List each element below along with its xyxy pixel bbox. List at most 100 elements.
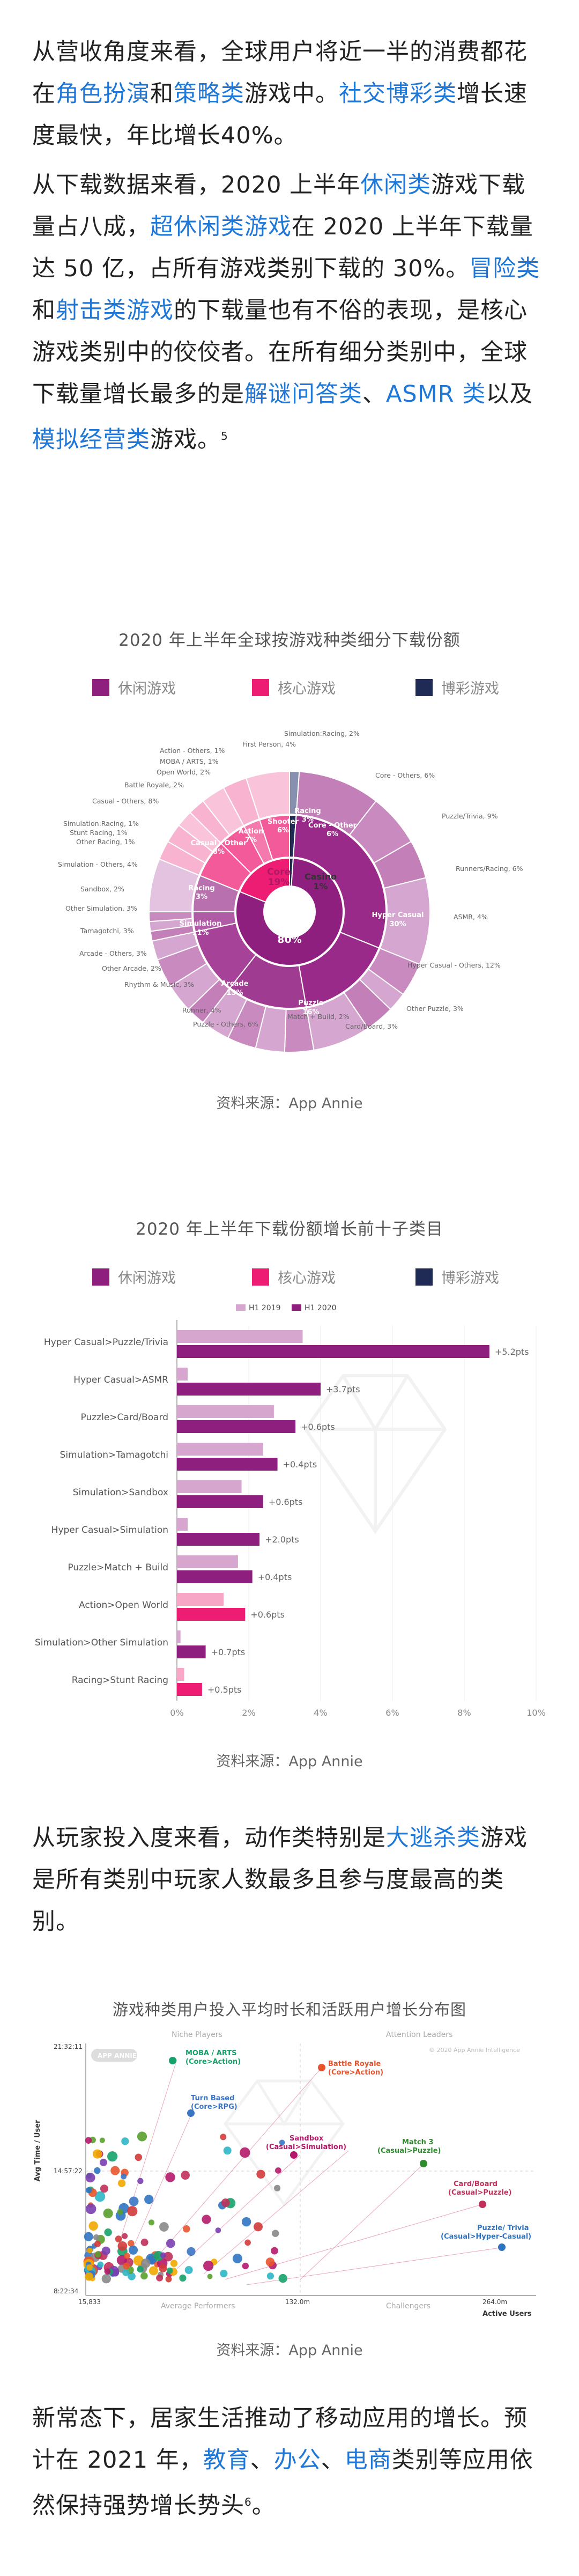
scatter-dot [184,2266,193,2274]
label-moba: MOBA / ARTS [185,2049,236,2057]
bar-marks: Hyper Casual>Puzzle/Trivia +5.2pts Hyper C… [35,1330,529,1696]
link-asmr[interactable]: ASMR 类 [386,381,486,408]
outer-label: ASMR, 4% [454,913,488,921]
growth-label: +0.6pts [301,1422,335,1432]
scatter-dots [83,2131,287,2284]
link-shooter[interactable]: 射击类游戏 [56,297,174,324]
center-casual-value: 80% [277,934,301,946]
growth-label: +0.5pts [207,1685,242,1695]
link-strategy[interactable]: 策略类 [174,80,244,107]
link-social-casino[interactable]: 社交博彩类 [339,80,457,107]
paragraph-text: 游戏下载量占八成， [32,172,526,240]
outer-label: Hyper Casual - Others, 12% [407,961,501,969]
quadrant-niche: Niche Players [172,2031,222,2039]
bar-h1-2019 [177,1518,188,1531]
link-office[interactable]: 办公 [273,2447,321,2474]
category-label: Simulation>Tamagotchi [60,1450,168,1460]
scatter-dot [137,2178,144,2184]
legend-swatch-core [252,678,269,696]
scatter-dot [183,2225,190,2233]
scatter-dot [140,2258,151,2268]
label-shooter-v: 6% [277,826,289,835]
link-simulation[interactable]: 模拟经营类 [32,426,150,453]
scatter-dot [144,2195,154,2204]
paragraph-text: 和 [150,80,174,107]
growth-label: +2.0pts [265,1534,299,1545]
scatter-dot [220,2134,227,2140]
scatter-dot [203,2261,214,2271]
bar-h1-2019 [177,1668,184,1681]
legend-item-casino: 博彩游戏 [415,677,499,698]
paragraph-text: 类别等应用依然保持强势增长势头 [32,2447,533,2519]
x-tick-label: 0% [170,1708,183,1718]
outer-label: Card/Board, 3% [345,1022,398,1030]
scatter-dot [159,2264,167,2272]
label-puzzle-trivia: Puzzle/ Trivia [477,2224,529,2232]
series-swatch-2020 [292,1304,301,1311]
link-battle-royale[interactable]: 大逃杀类 [386,1825,480,1851]
scatter-dot [202,2215,211,2224]
link-puzzle-trivia[interactable]: 解谜问答类 [244,381,362,408]
scatter-dot [223,2146,232,2155]
center-casino-value: 1% [313,881,328,891]
sunburst-chart: Casual 80% Core 19% Casino 1% Hyper Casu… [58,729,523,1053]
center-casino-label: Casino [305,872,337,882]
bar-chart: H1 2019 H1 2020 0% 2% 4% 6% 8% 10% Hyper Casu… [35,1304,546,1718]
series-swatch-2019 [236,1304,246,1311]
category-label: Simulation>Sandbox [73,1487,168,1498]
ring-hole [264,886,315,938]
scatter-dot [94,2191,106,2202]
label-action: Action [239,828,264,836]
label-racing-core: Racing [294,807,321,815]
scatter-dot [140,2272,148,2280]
link-casual[interactable]: 休闲类 [360,172,432,198]
scatter-dot [273,2184,281,2191]
outer-label: Other Arcade, 2% [102,964,161,972]
outer-label: Puzzle - Others, 6% [193,1020,258,1028]
figure3-source: 资料来源：App Annie [216,2342,363,2359]
paragraph-text: 游戏。 [150,426,221,453]
footnote-ref[interactable]: 5 [221,430,228,442]
y-tick: 8:22:34 [54,2287,78,2295]
outer-label: MOBA / ARTS, 1% [160,757,219,765]
outer-label: Battle Royale, 2% [124,781,184,789]
scatter-dot [215,2227,221,2233]
outer-label: Simulation:Racing, 2% [284,729,360,737]
label-moba-sub: (Core>Action) [185,2058,241,2066]
x-tick: 264.0m [482,2298,507,2306]
scatter-dot [85,2272,94,2281]
bar-h1-2020 [177,1645,206,1658]
bar-h1-2019 [177,1330,303,1343]
label-core-other: Core - Other [308,822,357,830]
scatter-dot [122,2269,130,2276]
scatter-dot [140,2238,149,2246]
outer-label: Match + Build, 2% [287,1013,350,1021]
category-label: Hyper Casual>Puzzle/Trivia [44,1337,168,1348]
scatter-dot [100,2158,107,2166]
ring-middle-segment [192,875,240,912]
legend-swatch-casual [92,1268,109,1286]
marker-turn-based [187,2109,195,2117]
figure2-source: 资料来源：App Annie [216,1753,363,1770]
bar-h1-2020 [177,1345,489,1358]
scatter-dot [137,2131,147,2142]
link-hyper-casual[interactable]: 超休闲类游戏 [150,213,292,240]
footnote-ref[interactable]: 6 [244,2496,252,2508]
sunburst-rings [148,770,430,1053]
category-label: Hyper Casual>Simulation [51,1525,168,1536]
legend-label: 核心游戏 [278,681,336,697]
scatter-dot [117,2241,128,2251]
scatter-dot [232,2254,242,2263]
scatter-dot [254,2222,263,2232]
quadrant-average: Average Performers [161,2302,235,2311]
scatter-dot [128,2272,136,2280]
scatter-dot [165,2276,172,2283]
label-puzzle: Puzzle [298,999,323,1007]
link-adventure[interactable]: 冒险类 [469,255,540,282]
link-role-playing[interactable]: 角色扮演 [56,80,150,107]
link-ecommerce[interactable]: 电商 [344,2447,392,2474]
link-education[interactable]: 教育 [203,2447,250,2474]
scatter-dot [159,2222,169,2232]
marker-card-board [479,2201,486,2208]
label-arcade-v: 13% [226,989,243,997]
